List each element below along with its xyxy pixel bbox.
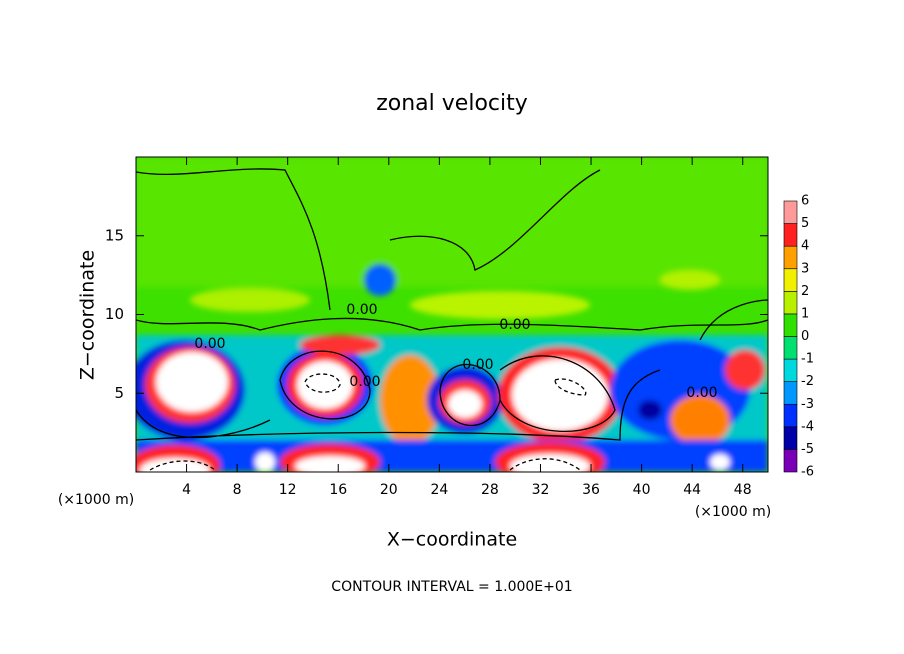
x-tick-label: 28 (481, 482, 499, 498)
x-tick-label: 20 (380, 482, 398, 498)
x-tick-label: 4 (182, 482, 191, 498)
colorbar-cell (783, 381, 798, 405)
x-unit-label: (×1000 m) (695, 504, 771, 520)
x-tick-label: 16 (329, 482, 347, 498)
x-tick-label: 8 (233, 482, 242, 498)
contour-label: 0.00 (194, 336, 225, 352)
colorbar-tick-label: 4 (801, 239, 809, 254)
y-unit-label: (×1000 m) (58, 492, 134, 508)
colorbar-tick-label: -3 (801, 397, 814, 412)
colorbar-cell (783, 245, 798, 270)
colorbar-cell (783, 268, 798, 292)
colorbar-tick-label: 3 (801, 261, 809, 276)
colorbar-tick-label: -1 (801, 352, 814, 367)
colorbar-cell (783, 223, 798, 247)
x-tick-label: 12 (279, 482, 297, 498)
colorbar-tick-label: -2 (801, 374, 814, 389)
colorbar-cell (783, 426, 798, 450)
x-tick-label: 36 (582, 482, 600, 498)
colorbar-tick-label: 2 (801, 284, 809, 299)
contour-label: 0.00 (349, 374, 380, 390)
colorbar-tick-label: -4 (801, 419, 814, 434)
colorbar-tick-label: 0 (801, 329, 809, 344)
annotation: CONTOUR INTERVAL = 1.000E+01 (331, 579, 572, 595)
contour-field (136, 157, 768, 472)
colorbar-cell (783, 403, 798, 428)
colorbar-cell (783, 291, 798, 315)
colorbar-tick-label: -5 (801, 442, 814, 457)
colorbar-tick-label: -6 (801, 465, 814, 480)
colorbar-cell (783, 336, 798, 360)
y-tick-label: 5 (114, 384, 124, 402)
y-tick-label: 15 (105, 226, 124, 244)
y-tick-label: 10 (105, 305, 124, 323)
contour-labels: 0.00 0.00 0.00 0.00 0.00 0.00 (194, 302, 717, 401)
x-tick-label: 32 (532, 482, 550, 498)
contour-label: 0.00 (686, 385, 717, 401)
colorbar-cell (783, 200, 798, 224)
colorbar-tick-label: 5 (801, 216, 809, 231)
colorbar-cell (783, 449, 798, 473)
x-tick-label: 24 (430, 482, 448, 498)
contour-label: 0.00 (499, 317, 530, 333)
x-tick-label: 40 (633, 482, 651, 498)
chart-title: zonal velocity (376, 91, 528, 116)
x-tick-label: 48 (734, 482, 752, 498)
colorbar-cell (783, 358, 798, 382)
colorbar-tick-label: 6 (801, 194, 809, 209)
colorbar-tick-label: 1 (801, 306, 809, 321)
contour-label: 0.00 (462, 357, 493, 373)
x-axis-label: X−coordinate (387, 529, 517, 551)
colorbar-cell (783, 313, 798, 337)
y-axis-label: Z−coordinate (77, 250, 99, 380)
x-tick-label: 44 (683, 482, 701, 498)
contour-label: 0.00 (346, 302, 377, 318)
